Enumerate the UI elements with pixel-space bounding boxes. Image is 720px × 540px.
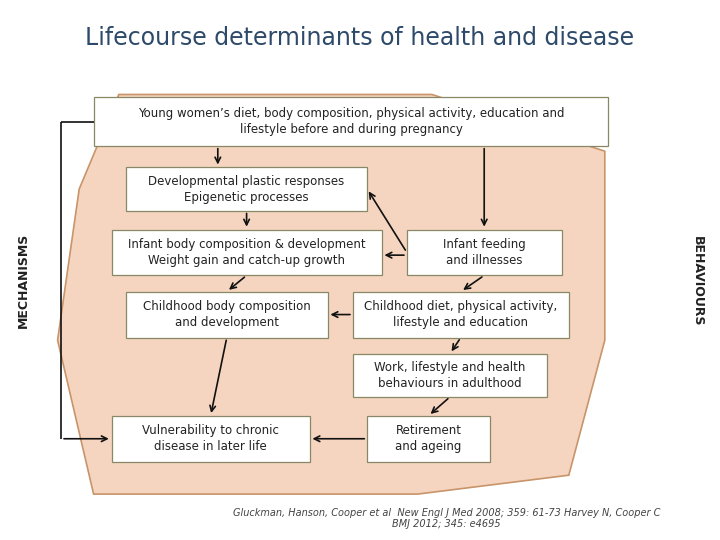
FancyBboxPatch shape: [353, 354, 547, 397]
Text: Retirement
and ageing: Retirement and ageing: [395, 424, 462, 453]
FancyBboxPatch shape: [126, 292, 328, 338]
Text: Lifecourse determinants of health and disease: Lifecourse determinants of health and di…: [86, 26, 634, 50]
Text: Childhood body composition
and development: Childhood body composition and developme…: [143, 300, 310, 329]
FancyBboxPatch shape: [407, 230, 562, 275]
Text: Young women’s diet, body composition, physical activity, education and
lifestyle: Young women’s diet, body composition, ph…: [138, 107, 564, 136]
Text: Vulnerability to chronic
disease in later life: Vulnerability to chronic disease in late…: [142, 424, 279, 453]
FancyBboxPatch shape: [94, 97, 608, 146]
Text: Developmental plastic responses
Epigenetic processes: Developmental plastic responses Epigenet…: [148, 174, 345, 204]
Text: Infant body composition & development
Weight gain and catch-up growth: Infant body composition & development We…: [127, 238, 366, 267]
FancyBboxPatch shape: [112, 416, 310, 462]
FancyBboxPatch shape: [353, 292, 569, 338]
FancyBboxPatch shape: [126, 167, 367, 211]
Text: MECHANISMS: MECHANISMS: [17, 233, 30, 328]
FancyBboxPatch shape: [112, 230, 382, 275]
FancyBboxPatch shape: [367, 416, 490, 462]
Text: Childhood diet, physical activity,
lifestyle and education: Childhood diet, physical activity, lifes…: [364, 300, 557, 329]
Text: BEHAVIOURS: BEHAVIOURS: [690, 235, 703, 326]
Text: Gluckman, Hanson, Cooper et al  New Engl J Med 2008; 359: 61-73 Harvey N, Cooper: Gluckman, Hanson, Cooper et al New Engl …: [233, 508, 660, 529]
Text: Infant feeding
and illnesses: Infant feeding and illnesses: [443, 238, 526, 267]
Text: Work, lifestyle and health
behaviours in adulthood: Work, lifestyle and health behaviours in…: [374, 361, 526, 390]
Polygon shape: [58, 94, 605, 494]
